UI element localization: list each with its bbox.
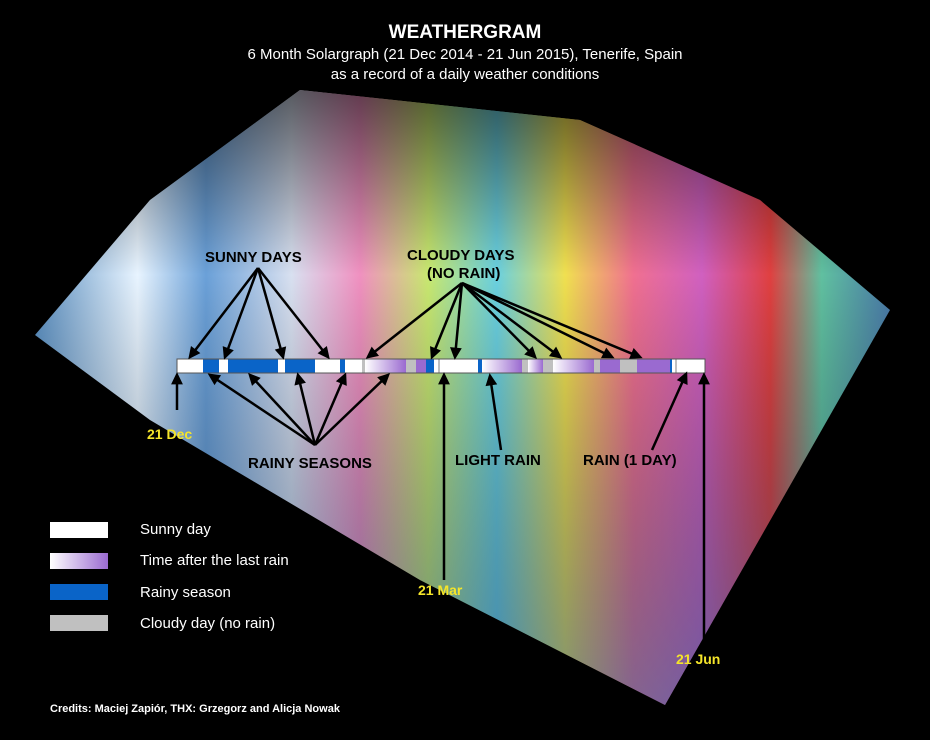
timeline-segment-cloudy <box>543 359 553 373</box>
arrow-line <box>223 267 260 358</box>
arrow-line <box>314 374 389 446</box>
legend-swatch-cloudy <box>50 615 108 631</box>
timeline-segment-after-rain <box>482 359 522 373</box>
arrowhead-icon <box>450 347 462 360</box>
timeline-outline <box>176 358 706 374</box>
timeline-segment-cloudy <box>675 359 677 373</box>
timeline-segment-after-rain-end <box>637 359 670 373</box>
arrowhead-icon <box>317 345 330 360</box>
arrowhead-icon <box>629 347 643 359</box>
timeline-segment-sunny <box>315 359 340 373</box>
timeline-segment-rain <box>478 359 482 373</box>
weather-timeline-bar <box>176 358 706 374</box>
arrow-line <box>461 281 613 359</box>
sunny-days-label: SUNNY DAYS <box>205 249 302 266</box>
arrow-line <box>461 281 641 359</box>
arrow-line <box>296 374 317 446</box>
timeline-segment-sunny <box>177 359 203 373</box>
arrowhead-icon <box>274 346 287 360</box>
cloudy-days-sublabel: (NO RAIN) <box>427 265 501 282</box>
timeline-segment-rain <box>670 359 672 373</box>
date-equinox: 21 Mar <box>418 582 463 598</box>
arrowhead-icon <box>188 345 201 360</box>
arrowhead-icon <box>171 372 183 385</box>
timeline-segment-after-rain <box>365 359 406 373</box>
legend-label: Cloudy day (no rain) <box>140 615 276 632</box>
timeline-segment-sunny <box>219 359 228 373</box>
arrowhead-icon <box>294 372 306 386</box>
arrowhead-icon <box>248 372 261 386</box>
rainy-seasons-label: RAINY SEASONS <box>248 455 372 472</box>
timeline-segment-sunny <box>345 359 362 373</box>
timeline-segment-after-rain <box>528 359 543 373</box>
timeline-segment-sunny <box>440 359 478 373</box>
arrowhead-icon <box>676 371 688 385</box>
timeline-segment-cloudy <box>522 359 528 373</box>
timeline-segment-sunny <box>278 359 285 373</box>
arrow-line <box>488 375 503 451</box>
arrow-line <box>257 267 329 358</box>
legend-label: Rainy season <box>140 584 231 601</box>
arrow-line <box>313 374 347 446</box>
legend-swatch-after-rain <box>50 553 108 569</box>
timeline-segment-cloudy <box>620 359 637 373</box>
credits: Credits: Maciej Zapiór, THX: Grzegorz an… <box>50 703 340 715</box>
arrowhead-icon <box>698 372 710 385</box>
arrow-line <box>453 282 464 358</box>
arrowhead-icon <box>485 373 498 387</box>
cloudy-days-label: CLOUDY DAYS <box>407 247 515 264</box>
timeline-segment-after-rain <box>553 359 594 373</box>
arrowhead-icon <box>222 346 234 360</box>
arrowhead-icon <box>600 347 615 359</box>
annotation-arrows <box>171 267 710 640</box>
page-title: WEATHERGRAM <box>388 22 542 43</box>
timeline-segment-sunny <box>677 359 705 373</box>
arrow-line <box>209 373 316 447</box>
arrowhead-icon <box>524 346 538 360</box>
light-rain-label: LIGHT RAIN <box>455 452 541 469</box>
timeline-segment-after-rain-end <box>416 359 426 373</box>
arrow-line <box>189 267 259 358</box>
timeline-segment-cloudy <box>438 359 440 373</box>
date-start: 21 Dec <box>147 426 193 442</box>
subtitle: as a record of a daily weather condition… <box>330 66 600 83</box>
rain-one-day-label: RAIN (1 DAY) <box>583 452 677 469</box>
legend-swatch-rainy <box>50 584 108 600</box>
arrowhead-icon <box>438 372 450 385</box>
date-end: 21 Jun <box>676 651 721 667</box>
arrowhead-icon <box>430 346 441 360</box>
timeline-segment-cloudy <box>406 359 416 373</box>
arrowhead-icon <box>548 346 563 359</box>
arrowhead-icon <box>365 346 380 359</box>
legend-label: Time after the last rain <box>140 552 289 569</box>
timeline-segment-after-rain-end <box>600 359 620 373</box>
arrow-line <box>461 282 561 358</box>
arrowhead-icon <box>335 372 347 386</box>
timeline-segment-cloudy <box>594 359 600 373</box>
arrow-line <box>256 267 285 358</box>
subtitle: 6 Month Solargraph (21 Dec 2014 - 21 Jun… <box>247 46 683 63</box>
timeline-segment-sunny <box>434 359 438 373</box>
arrow-line <box>430 282 464 358</box>
arrow-line <box>367 282 463 358</box>
timeline-segment-rain <box>340 359 345 373</box>
arrow-line <box>249 374 316 446</box>
legend-swatch-sunny <box>50 522 108 538</box>
timeline-segment-cloudy <box>362 359 365 373</box>
arrowhead-icon <box>207 373 222 386</box>
timeline-segment-sunny <box>672 359 675 373</box>
timeline-segment-rain <box>426 359 434 373</box>
arrow-line <box>461 282 536 358</box>
legend-label: Sunny day <box>140 521 211 538</box>
arrowhead-icon <box>377 373 391 386</box>
arrow-line <box>650 373 688 451</box>
timeline-segment-rain <box>203 359 219 373</box>
timeline-segment-rain <box>285 359 315 373</box>
timeline-segment-rain <box>228 359 278 373</box>
